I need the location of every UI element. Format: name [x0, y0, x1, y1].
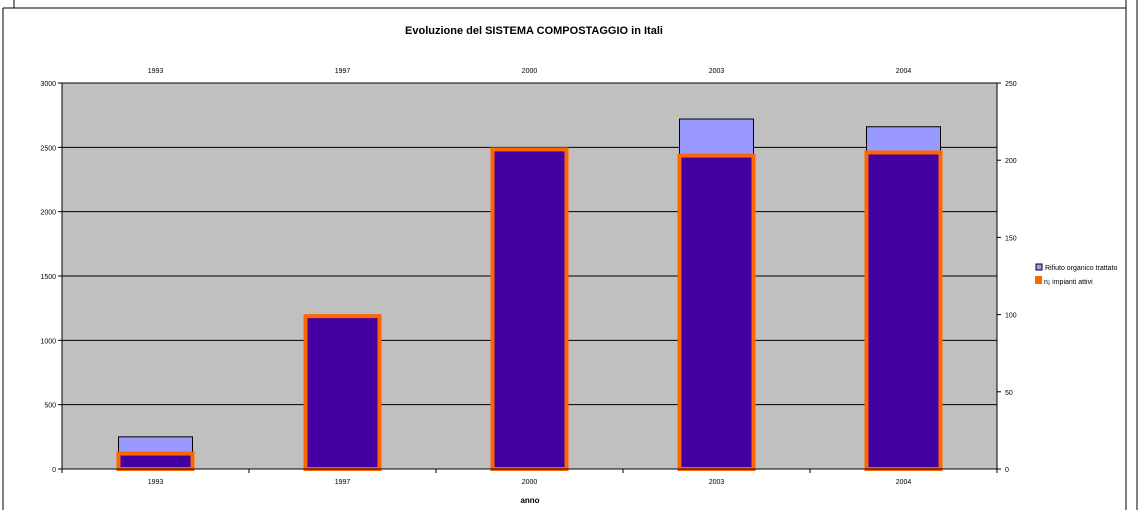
- left-axis-ticks: 0 500 1000 1500 2000 2500 3000: [40, 81, 62, 474]
- right-tick-label-3: 150: [1005, 235, 1017, 242]
- legend-label-rifiuto: Rifiuto organico trattato: [1045, 265, 1117, 272]
- bar-impianti-2000: [490, 147, 569, 471]
- left-tick-label-1: 500: [44, 403, 56, 410]
- bottom-category-label-1: 1997: [335, 479, 351, 486]
- left-tick-label-2: 1000: [40, 338, 56, 345]
- bottom-category-label-2: 2000: [522, 479, 538, 486]
- right-tick-label-5: 250: [1005, 81, 1017, 88]
- bottom-category-label-0: 1993: [148, 479, 164, 486]
- right-tick-label-0: 0: [1005, 467, 1009, 474]
- bottom-category-label-4: 2004: [896, 479, 912, 486]
- top-category-labels: 1993 1997 2000 2003 2004: [148, 68, 912, 75]
- left-tick-label-0: 0: [52, 467, 56, 474]
- top-category-label-1: 1997: [335, 68, 351, 75]
- right-tick-label-1: 50: [1005, 390, 1013, 397]
- left-tick-label-3: 1500: [40, 274, 56, 281]
- x-axis-label: anno: [520, 496, 539, 505]
- legend: Rifiuto organico trattato n¡ impianti att…: [1035, 263, 1117, 286]
- bar-impianti-2003: [677, 153, 756, 471]
- bar-impianti-1993: [116, 451, 195, 471]
- legend-swatch-impianti: [1035, 276, 1042, 284]
- top-category-label-0: 1993: [148, 68, 164, 75]
- bottom-category-label-3: 2003: [709, 479, 725, 486]
- left-tick-label-4: 2000: [40, 210, 56, 217]
- top-category-label-4: 2004: [896, 68, 912, 75]
- bars: [116, 118, 943, 472]
- left-tick-label-6: 3000: [40, 81, 56, 88]
- legend-swatch-rifiuto: [1035, 263, 1043, 271]
- left-tick-label-5: 2500: [40, 145, 56, 152]
- right-tick-label-2: 100: [1005, 313, 1017, 320]
- right-axis-ticks: 0 50 100 150 200 250: [997, 81, 1017, 474]
- bottom-category-labels: 1993 1997 2000 2003 2004: [148, 479, 912, 486]
- top-category-label-2: 2000: [522, 68, 538, 75]
- right-tick-label-4: 200: [1005, 158, 1017, 165]
- bar-impianti-2004: [864, 150, 943, 471]
- top-category-label-3: 2003: [709, 68, 725, 75]
- bar-impianti-1997: [303, 314, 382, 472]
- legend-label-impianti: n¡ impianti attivi: [1044, 279, 1093, 286]
- chart-title: Evoluzione del SISTEMA COMPOSTAGGIO in I…: [405, 25, 663, 37]
